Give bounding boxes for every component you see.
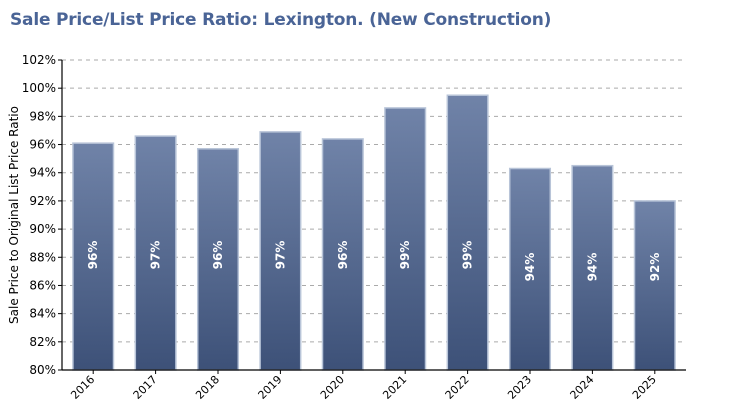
x-tick-label: 2017 — [131, 373, 160, 402]
y-tick-label: 82% — [29, 335, 56, 349]
bar-2017 — [134, 135, 177, 371]
x-tick-label: 2023 — [505, 373, 534, 402]
x-tick-label: 2022 — [443, 373, 472, 402]
data-label-2023: 94% — [523, 253, 537, 282]
x-tick-label: 2019 — [256, 373, 285, 402]
data-label-2025: 92% — [648, 253, 662, 282]
x-tick-label: 2020 — [318, 373, 347, 402]
y-tick-label: 94% — [29, 166, 56, 180]
data-label-2024: 94% — [585, 253, 599, 282]
y-tick-label: 102% — [22, 53, 56, 67]
data-label-2020: 96% — [336, 241, 350, 270]
y-tick-label: 98% — [29, 109, 56, 123]
x-tick-label: 2024 — [568, 373, 597, 402]
data-label-2018: 96% — [211, 241, 225, 270]
y-tick-label: 86% — [29, 278, 56, 292]
y-tick-label: 96% — [29, 138, 56, 152]
y-axis-label: Sale Price to Original List Price Ratio — [7, 106, 21, 324]
bar-2019 — [259, 131, 302, 371]
chart-title: Sale Price/List Price Ratio: Lexington. … — [10, 10, 552, 30]
y-tick-label: 90% — [29, 222, 56, 236]
y-tick-label: 88% — [29, 250, 56, 264]
bar-2024 — [571, 164, 614, 371]
x-tick-label: 2025 — [630, 373, 659, 402]
y-tick-label: 80% — [29, 363, 56, 377]
bar-2022 — [446, 94, 489, 371]
y-tick-label: 100% — [22, 81, 56, 95]
bar-2023 — [508, 167, 552, 371]
data-label-2019: 97% — [273, 241, 287, 270]
x-tick-label: 2021 — [380, 373, 409, 402]
bar-2018 — [196, 148, 240, 371]
data-label-2021: 99% — [398, 241, 412, 270]
data-label-2017: 97% — [149, 241, 163, 270]
data-label-2016: 96% — [86, 241, 100, 270]
bar-2025 — [633, 200, 676, 371]
x-tick-label: 2016 — [68, 373, 97, 402]
bar-2020 — [321, 138, 364, 371]
y-tick-label: 92% — [29, 194, 56, 208]
bar-2021 — [384, 107, 427, 371]
bar-2016 — [72, 142, 115, 371]
x-tick-label: 2018 — [193, 373, 222, 402]
y-tick-label: 84% — [29, 307, 56, 321]
data-label-2022: 99% — [461, 241, 475, 270]
bars: 96% 97% 96% 97% 96% 99% 99% 94% 94% 92% — [72, 94, 676, 371]
